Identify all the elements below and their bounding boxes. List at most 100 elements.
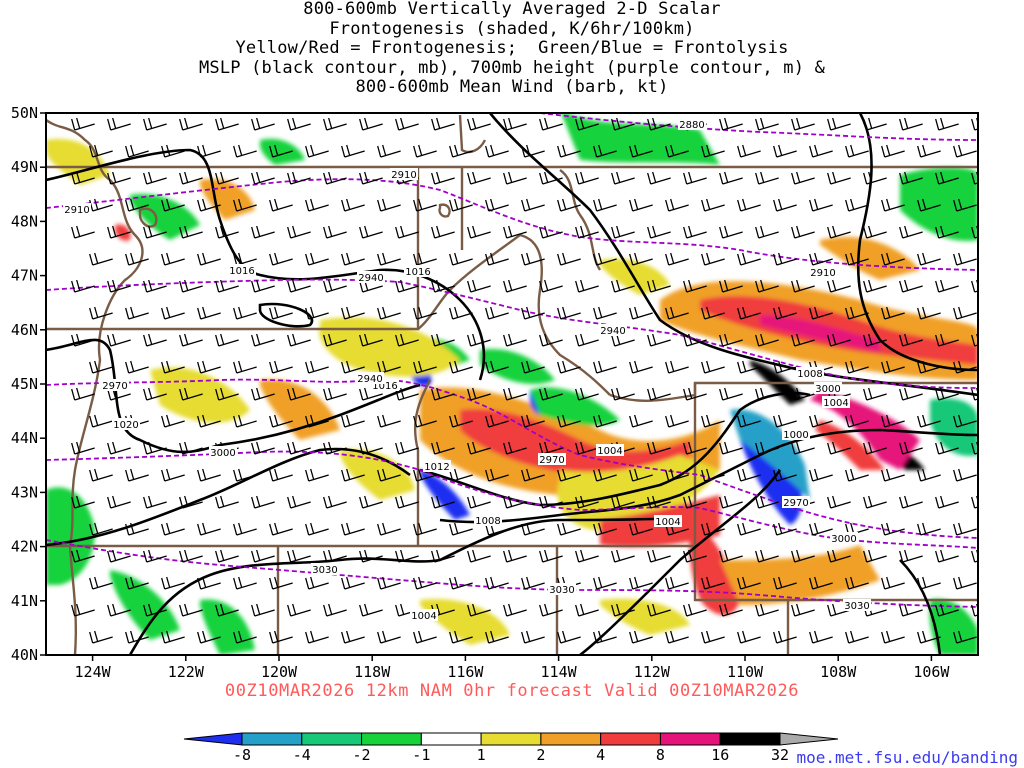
wind-barb [575,225,599,239]
wind-barb [629,576,653,590]
wind-barb [503,225,527,239]
wind-barb [305,252,329,266]
wind-barb [305,306,329,320]
wind-barb [233,306,257,320]
wind-barb [395,495,419,509]
wind-barb [215,225,239,239]
wind-barb [809,522,833,536]
wind-barb [377,468,401,482]
wind-barb [359,333,383,347]
wind-barb [71,387,95,401]
wind-barb [161,468,185,482]
wind-barb [701,252,725,266]
wind-barb [143,495,167,509]
wind-barb [539,225,563,239]
wind-barb [521,630,545,644]
wind-barb [845,306,869,320]
lon-label: 122W [168,663,205,681]
wind-barb [665,198,689,212]
wind-barb [593,522,617,536]
height-label-bg [548,583,576,595]
wind-barb [305,144,329,158]
mslp-label: 1004 [823,398,848,409]
wind-barb [575,117,599,131]
wind-barb [629,252,653,266]
wind-barb [917,414,941,428]
wind-barb [557,522,581,536]
lat-label: 47N [11,267,38,285]
wind-barb [539,279,563,293]
mslp-label-bg [822,396,850,408]
wind-barb [431,225,455,239]
height-label-bg [101,379,129,391]
wind-barb [611,279,635,293]
wind-barb [737,306,761,320]
wind-barb [539,387,563,401]
wind-barb [683,225,707,239]
wind-barb [413,522,437,536]
wind-barb [935,171,959,185]
wind-barb [863,441,887,455]
wind-barb [485,360,509,374]
wind-barb [755,603,779,617]
height-label: 3000 [831,534,856,545]
wind-barb [953,414,977,428]
wind-barb [791,603,815,617]
wind-barb [143,117,167,131]
wind-barb [395,225,419,239]
colorbar-tick-label: -2 [353,746,371,764]
wind-barb [809,468,833,482]
wind-barb [899,225,923,239]
wind-barb [683,279,707,293]
wind-barb [179,333,203,347]
wind-barb [143,279,167,293]
height-label: 3000 [815,384,840,395]
mslp-label: 1016 [372,381,397,392]
wind-barb [503,495,527,509]
wind-barb [395,549,419,563]
wind-barb [755,441,779,455]
wind-barb [629,306,653,320]
wind-barb [683,387,707,401]
mslp-label-bg [112,418,140,430]
height-label: 3030 [312,565,337,576]
wind-barb [341,306,365,320]
wind-barb [503,549,527,563]
wind-barb [881,522,905,536]
wind-barb [503,333,527,347]
mslp-label: 1020 [113,420,138,431]
wind-barb [647,117,671,131]
height-label-bg [782,496,810,508]
wind-barb [179,549,203,563]
wind-barb [773,414,797,428]
wind-barb [449,414,473,428]
wind-barb [197,252,221,266]
wind-barb [521,144,545,158]
lon-label: 110W [727,663,764,681]
wind-barb [557,414,581,428]
wind-barb [575,333,599,347]
wind-barb [431,441,455,455]
wind-barb [593,468,617,482]
wind-barb [917,630,941,644]
wind-barb [89,468,113,482]
wind-barb [125,576,149,590]
wind-barb [359,603,383,617]
wind-barb [323,549,347,563]
wind-barb [845,576,869,590]
wind-barb [755,279,779,293]
wind-barb [953,144,977,158]
wind-barb [359,549,383,563]
wind-barb [107,495,131,509]
wind-barb [161,252,185,266]
wind-barb [935,279,959,293]
wind-barb [827,495,851,509]
wind-barb [809,252,833,266]
wind-barb [809,144,833,158]
valid-time-line: 00Z10MAR2026 12km NAM 0hr forecast Valid… [224,681,800,701]
wind-barb [521,468,545,482]
height-label: 2910 [391,170,416,181]
wind-barb [719,117,743,131]
wind-barb [413,360,437,374]
